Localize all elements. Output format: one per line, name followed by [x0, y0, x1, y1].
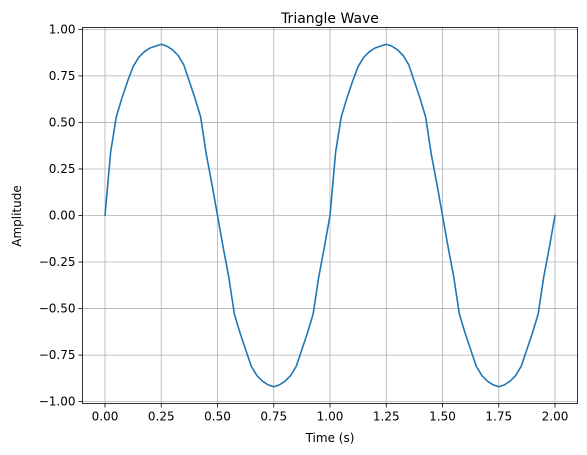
chart-title: Triangle Wave [280, 11, 379, 27]
y-tick-label: 1.00 [49, 22, 76, 36]
y-tick-label: 0.00 [49, 209, 76, 223]
x-tick-label: 1.00 [317, 410, 344, 424]
y-tick-label: 0.50 [49, 115, 76, 129]
x-tick-label: 0.75 [260, 410, 287, 424]
y-tick-label: 0.75 [49, 69, 76, 83]
y-tick-label: 0.25 [49, 162, 76, 176]
x-tick-label: 1.50 [429, 410, 456, 424]
series-layer [104, 43, 556, 388]
y-tick-label: −0.50 [39, 302, 76, 316]
x-tick-label: 0.50 [204, 410, 231, 424]
x-axis-label: Time (s) [305, 431, 355, 445]
x-tick-label: 2.00 [542, 410, 569, 424]
x-tick-label: 0.25 [148, 410, 175, 424]
x-tick-label: 1.75 [485, 410, 512, 424]
y-tick-label: −0.75 [39, 348, 76, 362]
x-tick-label: 0.00 [92, 410, 119, 424]
x-tick-label: 1.25 [373, 410, 400, 424]
series-line [104, 43, 556, 388]
y-tick-label: −1.00 [39, 395, 76, 409]
y-tick-label: −0.25 [39, 255, 76, 269]
y-axis-label: Amplitude [10, 185, 24, 247]
x-axis: 0.00 0.25 0.50 0.75 1.00 1.25 1.50 1.75 2.00 [92, 403, 569, 424]
y-axis: 1.00 0.75 0.50 0.25 0.00 −0.25 −0.50 −0.75 −1.00 [39, 22, 83, 409]
